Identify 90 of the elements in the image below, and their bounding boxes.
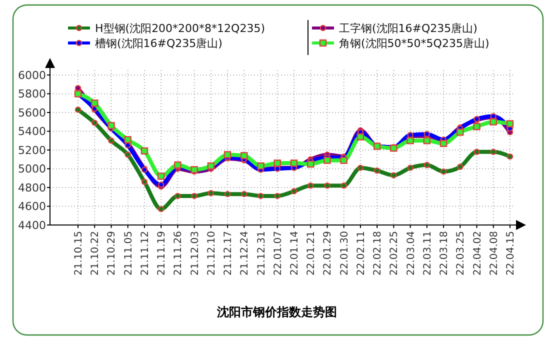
x-tick-label: 21.10.15 [74,231,84,276]
point [424,162,430,168]
point [140,147,148,155]
point [208,190,214,196]
point [224,151,232,158]
legend-label: 工字钢(沈阳16#Q235唐山) [339,22,478,35]
point [457,164,464,170]
point [240,152,248,160]
point [340,156,348,164]
point [308,182,314,189]
point [440,140,448,148]
x-tick-label: 21.11.26 [173,231,184,276]
x-tick-label: 22.01.29 [322,231,334,276]
legend-label: 角钢(沈阳50*50*5Q235唐山) [339,36,490,50]
x-tick-label: 22.02.11 [356,231,367,276]
x-tick-label: 21.10.29 [106,231,118,276]
x-tick-label: 22.04.02 [472,231,484,276]
point [407,164,414,171]
point [357,164,364,171]
text: 沈阳市钢价指数走势图 [216,305,337,319]
point [307,160,314,168]
y-tick-label: 6000 [18,68,46,82]
point [473,122,480,130]
y-tick-label: 4600 [18,200,46,214]
x-tick-label: 21.12.17 [223,231,234,276]
point [74,106,82,113]
point [224,190,231,198]
x-tick-label: 22.01.30 [339,231,350,276]
x-tick-label: 21.12.31 [256,231,268,276]
point [324,182,330,189]
y-tick-label: 5200 [18,144,46,157]
y-tick-label: 5000 [18,162,46,176]
x-tick-label: 21.11.05 [123,231,134,276]
point [406,137,414,144]
x-tick-label: 22.03.25 [456,231,467,276]
x-tick-label: 22.01.07 [272,231,284,276]
point [390,172,397,178]
legend-label: H型钢(沈阳200*200*8*12Q235) [95,22,265,35]
x-tick-label: 22.04.15 [506,231,516,276]
x-tick-label: 21.12.10 [206,231,218,276]
point [157,172,165,180]
point [174,192,181,200]
point [423,137,431,144]
point [91,100,98,107]
point [290,160,298,167]
point [374,168,380,174]
y-tick-label: 4800 [18,181,46,194]
point [174,161,182,169]
x-tick-label: 22.01.14 [290,231,300,276]
point [258,192,264,200]
y-tick-label: 5800 [18,88,46,101]
point [241,190,248,198]
x-tick-label: 21.10.22 [90,231,102,276]
point [191,192,198,200]
legend-label: 槽钢(沈阳16#Q235唐山) [95,36,222,50]
point [274,192,280,200]
point [108,138,114,144]
point [490,118,497,126]
x-tick-label: 21.12.03 [190,231,201,276]
point [290,188,298,194]
point [257,162,264,170]
point [108,122,115,130]
x-tick-label: 22.01.21 [306,231,318,276]
point [506,120,514,128]
point [490,148,496,155]
point [440,168,447,175]
point [506,153,514,160]
x-tick-label: 22.04.08 [488,231,500,276]
point [141,178,148,185]
point [456,128,464,136]
x-tick-label: 21.11.12 [140,231,151,276]
point [158,206,164,212]
x-tick-label: 22.03.04 [406,231,417,276]
x-tick-label: 22.02.25 [389,231,400,276]
x-tick-label: 22.03.18 [439,231,450,276]
point [356,133,364,140]
point [124,152,131,158]
x-tick-label: 21.11.19 [156,231,168,276]
point [340,182,347,189]
x-tick-label: 21.12.24 [240,231,251,276]
point [324,156,331,164]
point [92,120,98,126]
point [474,148,480,155]
y-tick-label: 5400 [18,125,46,138]
x-tick-label: 22.02.18 [372,231,384,276]
point [274,160,281,167]
y-tick-label: 4400 [18,218,46,232]
y-tick-label: 5600 [18,106,46,120]
point [124,136,132,144]
x-tick-label: 22.03.11 [422,231,434,276]
